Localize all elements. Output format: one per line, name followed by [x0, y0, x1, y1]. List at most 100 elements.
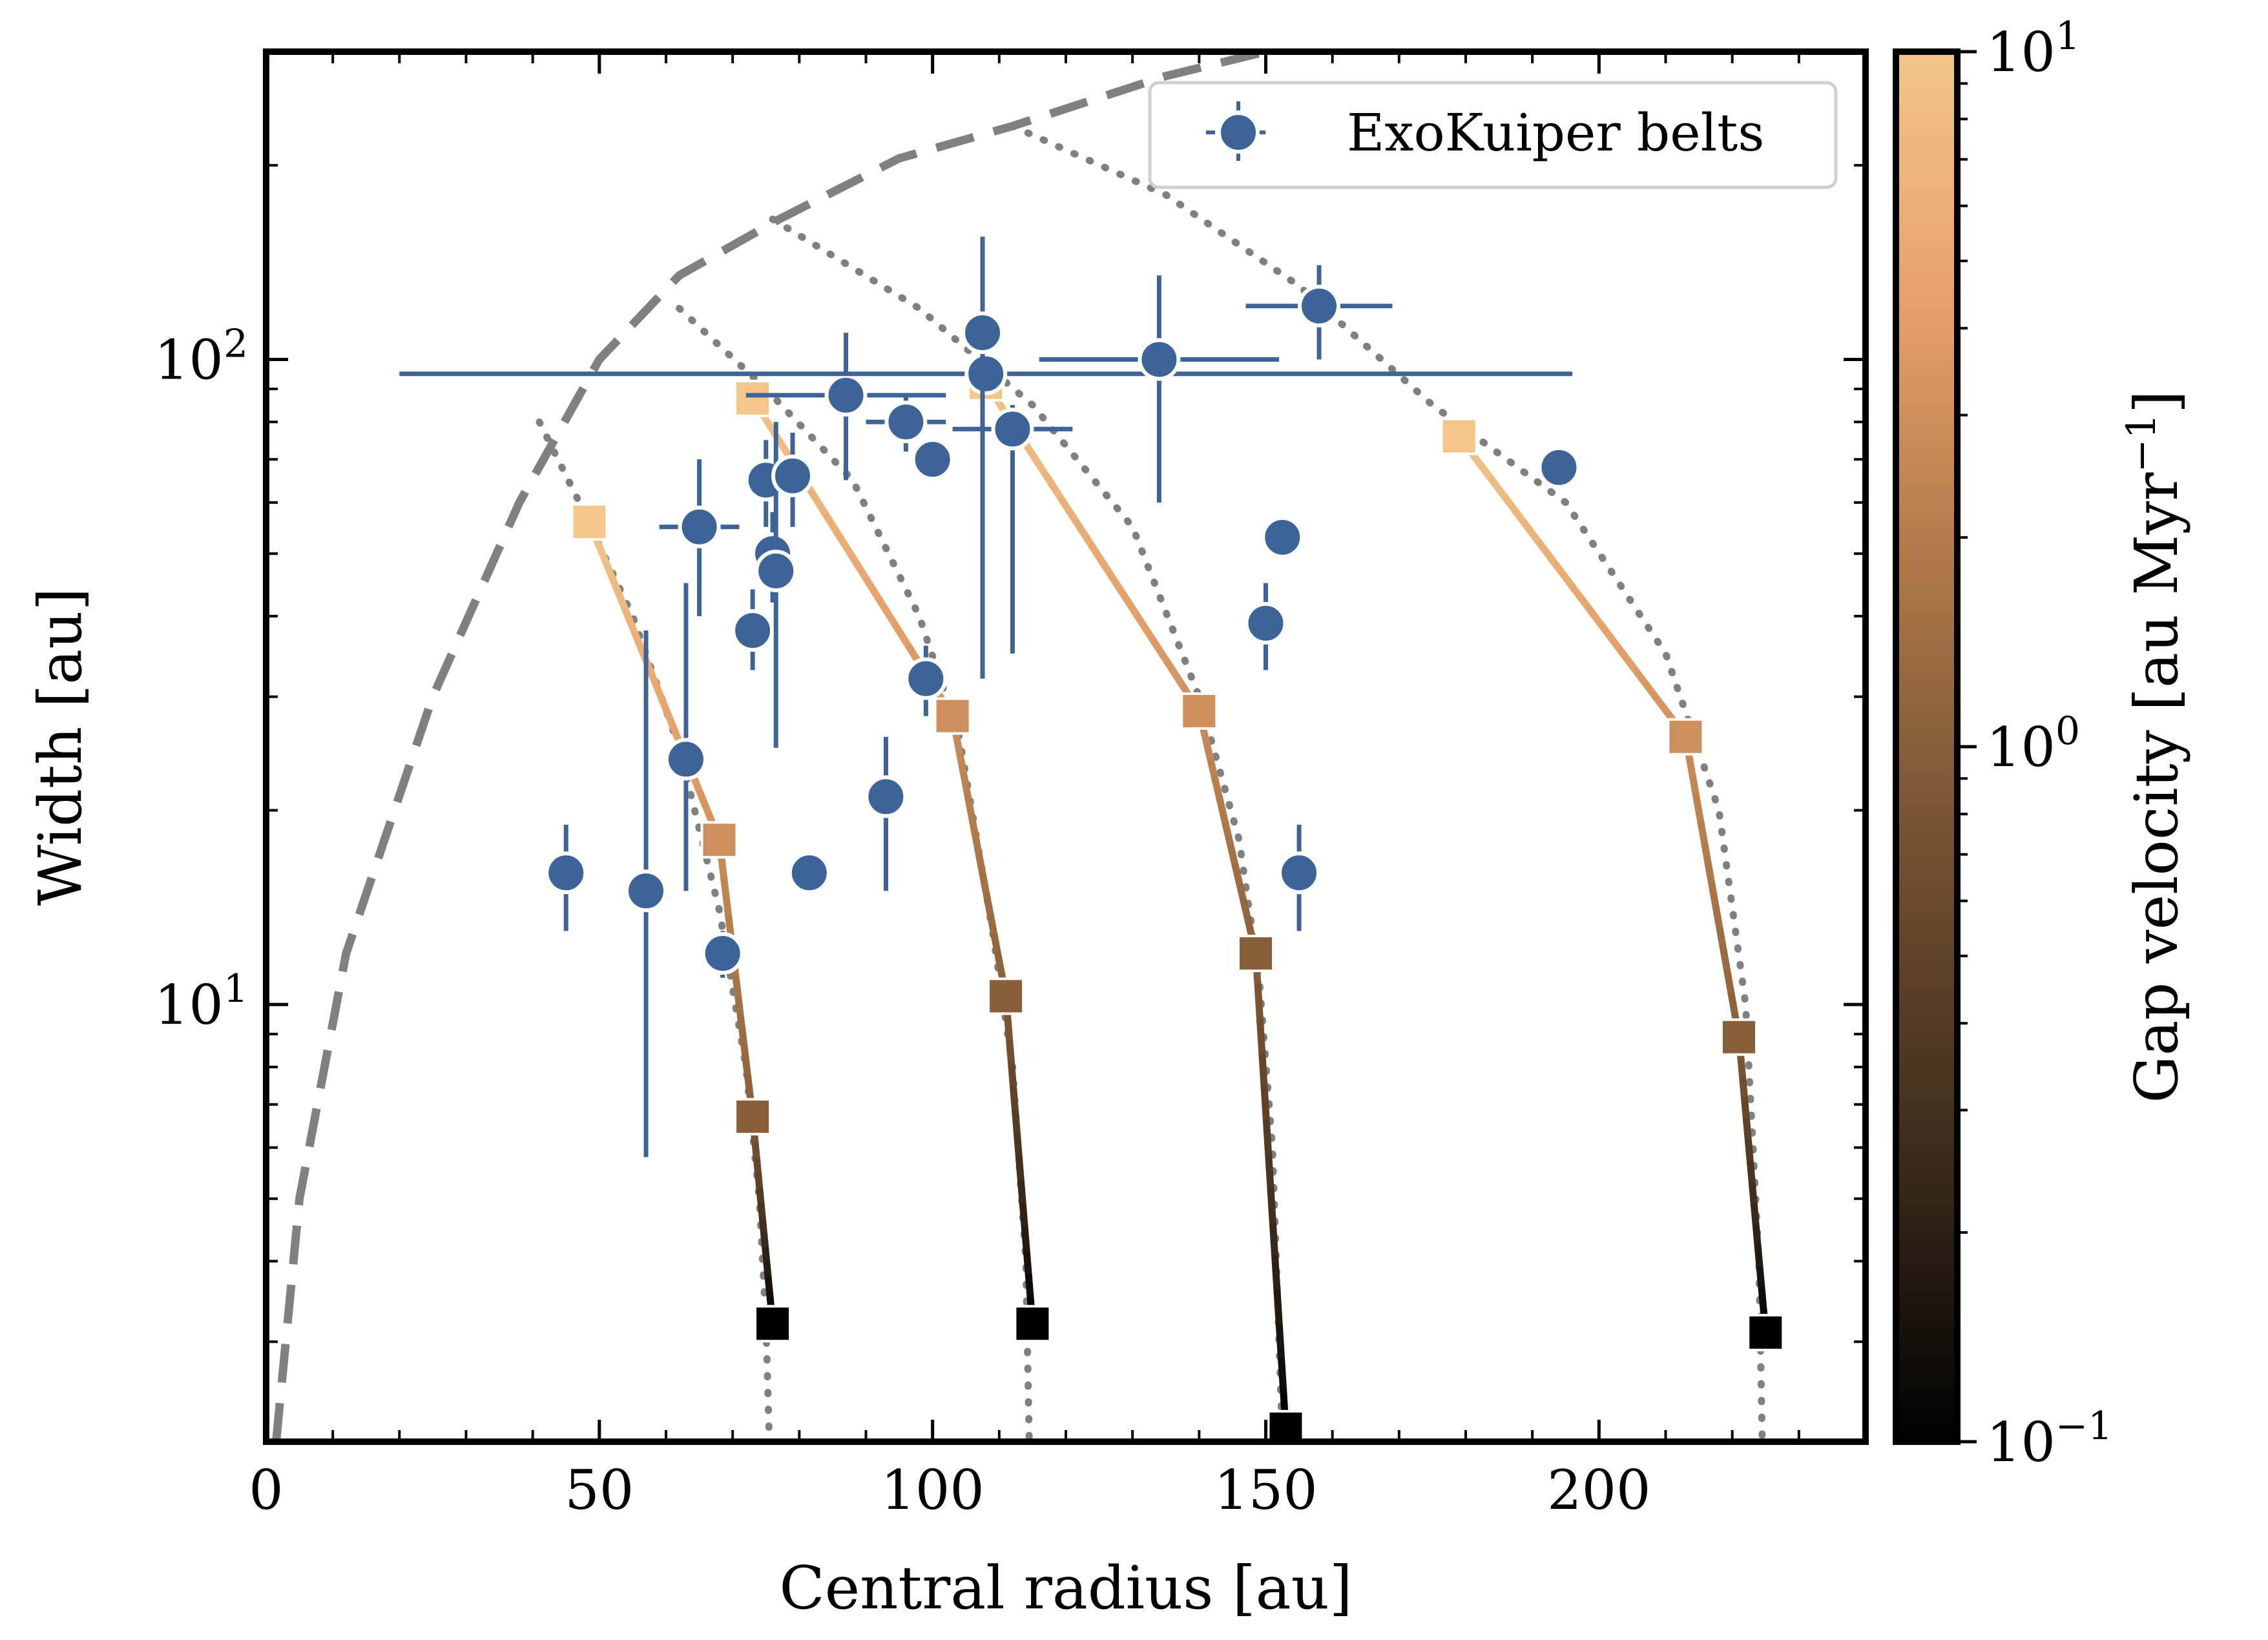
gap-track-segment [1012, 1109, 1021, 1141]
gap-track-segment [1520, 518, 1544, 548]
exokuiper-point [911, 438, 954, 481]
exokuiper-point [904, 645, 948, 716]
plot-area [272, 52, 1785, 1442]
point-marker [824, 373, 868, 417]
x-tick-label: 100 [880, 1458, 984, 1522]
gap-track-segment [1716, 926, 1727, 955]
point-marker [1278, 851, 1321, 895]
point-marker [754, 549, 798, 592]
exokuiper-point [701, 931, 744, 978]
x-axis-title: Central radius [au] [779, 1553, 1352, 1623]
point-marker [625, 869, 668, 913]
plot-frame [263, 48, 1869, 1445]
gap-track-segment [613, 586, 630, 617]
gap-tracks [570, 364, 1785, 1442]
gap-track-segment [1585, 604, 1608, 634]
gap-track-segment [1104, 566, 1127, 597]
gap-track-segment [1709, 883, 1720, 912]
model-curves [272, 52, 1766, 1442]
gap-track-segment [1088, 543, 1112, 574]
gap-track-segment [891, 621, 913, 652]
gap-track-segment [1689, 776, 1701, 805]
axes: 0 50 100 150 200 101 102 Central radius [au] Wid… [26, 48, 1869, 1623]
gap-track-segment [1254, 984, 1264, 1025]
exokuiper-point [1245, 265, 1393, 360]
x-tick-label: 150 [1214, 1458, 1317, 1522]
gap-marker [987, 977, 1025, 1015]
gap-track-segment [835, 531, 857, 561]
gap-marker [1747, 1314, 1785, 1352]
point-marker [1261, 515, 1304, 559]
legend-label: ExoKuiper belts [1347, 103, 1764, 163]
gap-track-segment [1015, 1156, 1025, 1187]
gap-track-segment [1074, 519, 1096, 551]
exokuiper-point [1278, 824, 1321, 931]
gap-marker [1237, 935, 1275, 973]
gap-marker [1667, 718, 1705, 756]
gap-track-segment [1536, 540, 1560, 569]
gap-track-segment [1008, 1063, 1017, 1094]
gap-track-segment [632, 632, 649, 662]
gap-track-segment [1276, 1323, 1285, 1365]
point-marker [771, 454, 815, 497]
y-axis-title: Width [au] [26, 588, 95, 906]
dotted-curve-1 [536, 418, 773, 1442]
exokuiper-point [399, 352, 1573, 395]
gap-track-segment [1727, 990, 1739, 1019]
gap-track-segment [1014, 1133, 1023, 1164]
point-marker [545, 851, 588, 895]
exokuiper-point [866, 395, 946, 452]
point-marker [864, 775, 908, 818]
exokuiper-points [399, 236, 1581, 1157]
point-marker [1138, 338, 1181, 381]
exokuiper-point [771, 432, 815, 527]
gap-marker [734, 1097, 772, 1136]
gap-track-segment [1271, 1255, 1281, 1297]
gap-track-segment [1633, 669, 1657, 698]
gap-track-segment [1017, 1179, 1027, 1210]
gap-marker [734, 379, 772, 417]
exokuiper-point [745, 333, 946, 481]
gap-track-segment [1263, 1119, 1273, 1161]
gap-track-segment [1265, 1153, 1274, 1195]
point-marker [731, 609, 775, 652]
gap-track-segment [1712, 904, 1724, 934]
gap-track-segment [863, 576, 885, 607]
gap-track-segment [1568, 583, 1592, 612]
x-tick-label: 0 [249, 1458, 283, 1522]
colorbar: 101 100 10−1 Gap velocity [au Myr−1] [1893, 14, 2191, 1474]
y-tick-label: 102 [154, 321, 248, 391]
gap-marker [1267, 1409, 1305, 1442]
colorbar-tick-label: 101 [1986, 14, 2080, 84]
legend: ExoKuiper belts [1148, 81, 1838, 189]
gap-track-segment [1028, 450, 1051, 481]
gap-track-segment [820, 508, 842, 539]
gap-marker [1180, 692, 1218, 730]
colorbar-tick-label: 10−1 [1986, 1404, 2112, 1474]
gap-marker [754, 1305, 792, 1343]
gap-track-segment [1150, 637, 1172, 668]
gap-track-segment [1273, 1289, 1284, 1331]
gap-track-segment [1023, 1250, 1033, 1281]
gap-track-segment [1119, 590, 1142, 621]
gap-track-segment [1256, 1017, 1266, 1059]
gap-track-segment [660, 700, 677, 730]
gap-track-segment [806, 485, 828, 515]
gap-track-segment [1472, 454, 1495, 483]
gap-track-segment [1488, 475, 1512, 504]
x-tick-label: 50 [565, 1458, 634, 1522]
gap-track-segment [1701, 840, 1712, 869]
legend-box [1148, 81, 1838, 189]
gap-track-segment [1019, 1203, 1029, 1234]
gap-track-segment [849, 554, 871, 584]
exokuiper-point [961, 236, 1004, 679]
gap-track-segment [1004, 1016, 1014, 1047]
gap-track-segment [1021, 1226, 1031, 1258]
exokuiper-point [731, 589, 775, 670]
exokuiper-point [659, 459, 740, 616]
gap-track-segment [1165, 660, 1188, 692]
exokuiper-point [1261, 515, 1304, 559]
point-marker [911, 438, 954, 481]
gap-track-segment [1258, 1052, 1268, 1093]
gap-track-segment [1723, 969, 1735, 998]
